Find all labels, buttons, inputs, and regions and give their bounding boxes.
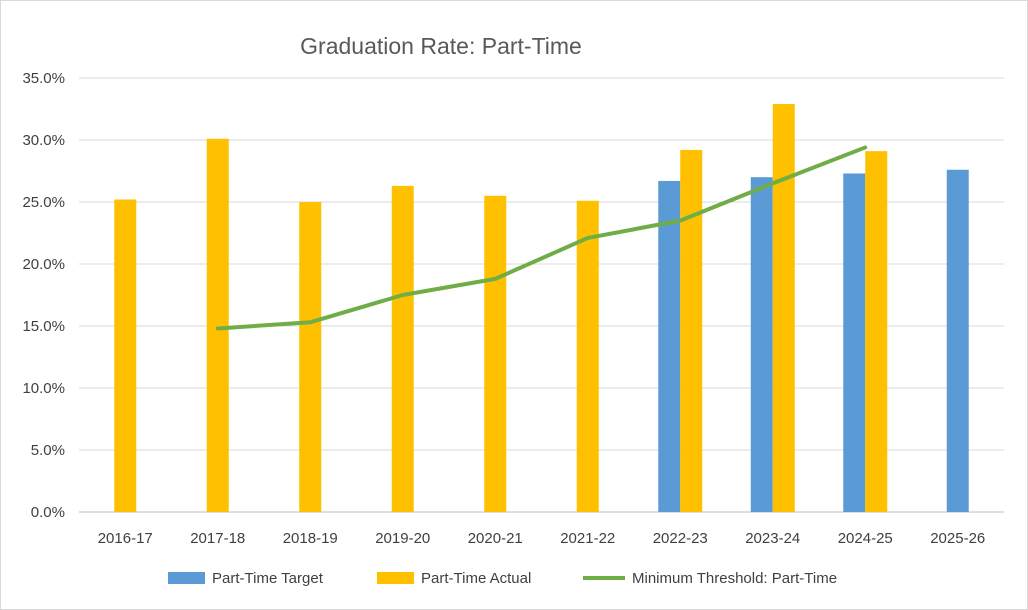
legend-label-part-time-target: Part-Time Target [212,570,324,587]
x-tick-label: 2023-24 [745,530,800,547]
y-tick-label: 0.0% [31,504,65,521]
x-tick-label: 2021-22 [560,530,615,547]
bar-part-time-actual [680,149,703,513]
bars [114,104,969,513]
bar-part-time-actual [484,195,507,513]
legend: Part-Time Target Part-Time Actual Minimum … [168,570,837,587]
bar-part-time-target [843,173,866,513]
chart-title: Graduation Rate: Part-Time [300,33,582,59]
x-tick-label: 2020-21 [468,530,523,547]
y-tick-label: 25.0% [22,194,65,211]
legend-swatch-part-time-actual [377,572,414,584]
bar-part-time-actual [772,104,795,512]
x-tick-label: 2025-26 [930,530,985,547]
bar-part-time-actual [391,185,414,512]
threshold-line [215,145,868,331]
legend-swatch-part-time-target [168,572,205,584]
bar-part-time-actual [299,202,322,512]
bar-part-time-target [658,180,681,513]
bar-part-time-target [750,177,773,512]
bar-part-time-actual [114,199,137,512]
y-tick-label: 35.0% [22,70,65,87]
x-tick-label: 2016-17 [98,530,153,547]
y-tick-label: 5.0% [31,442,65,459]
legend-label-part-time-actual: Part-Time Actual [421,570,531,587]
y-tick-label: 15.0% [22,318,65,335]
y-tick-label: 30.0% [22,132,65,149]
x-tick-label: 2024-25 [838,530,893,547]
x-tick-label: 2022-23 [653,530,708,547]
y-tick-label: 10.0% [22,380,65,397]
x-tick-label: 2019-20 [375,530,430,547]
y-tick-label: 20.0% [22,256,65,273]
x-tick-label: 2017-18 [190,530,245,547]
bar-part-time-actual [576,200,599,512]
bar-part-time-actual [865,151,888,512]
bar-part-time-actual [206,138,229,512]
x-axis-ticks: 2016-17 2017-18 2018-19 2019-20 2020-21 2021-… [98,530,986,547]
y-axis-ticks: 0.0% 5.0% 10.0% 15.0% 20.0% 25.0% 30.0% 35.0% [22,70,65,521]
bar-part-time-target [946,169,969,512]
x-tick-label: 2018-19 [283,530,338,547]
threshold-series-line [215,145,868,331]
legend-label-minimum-threshold-part-time: Minimum Threshold: Part-Time [632,570,837,587]
